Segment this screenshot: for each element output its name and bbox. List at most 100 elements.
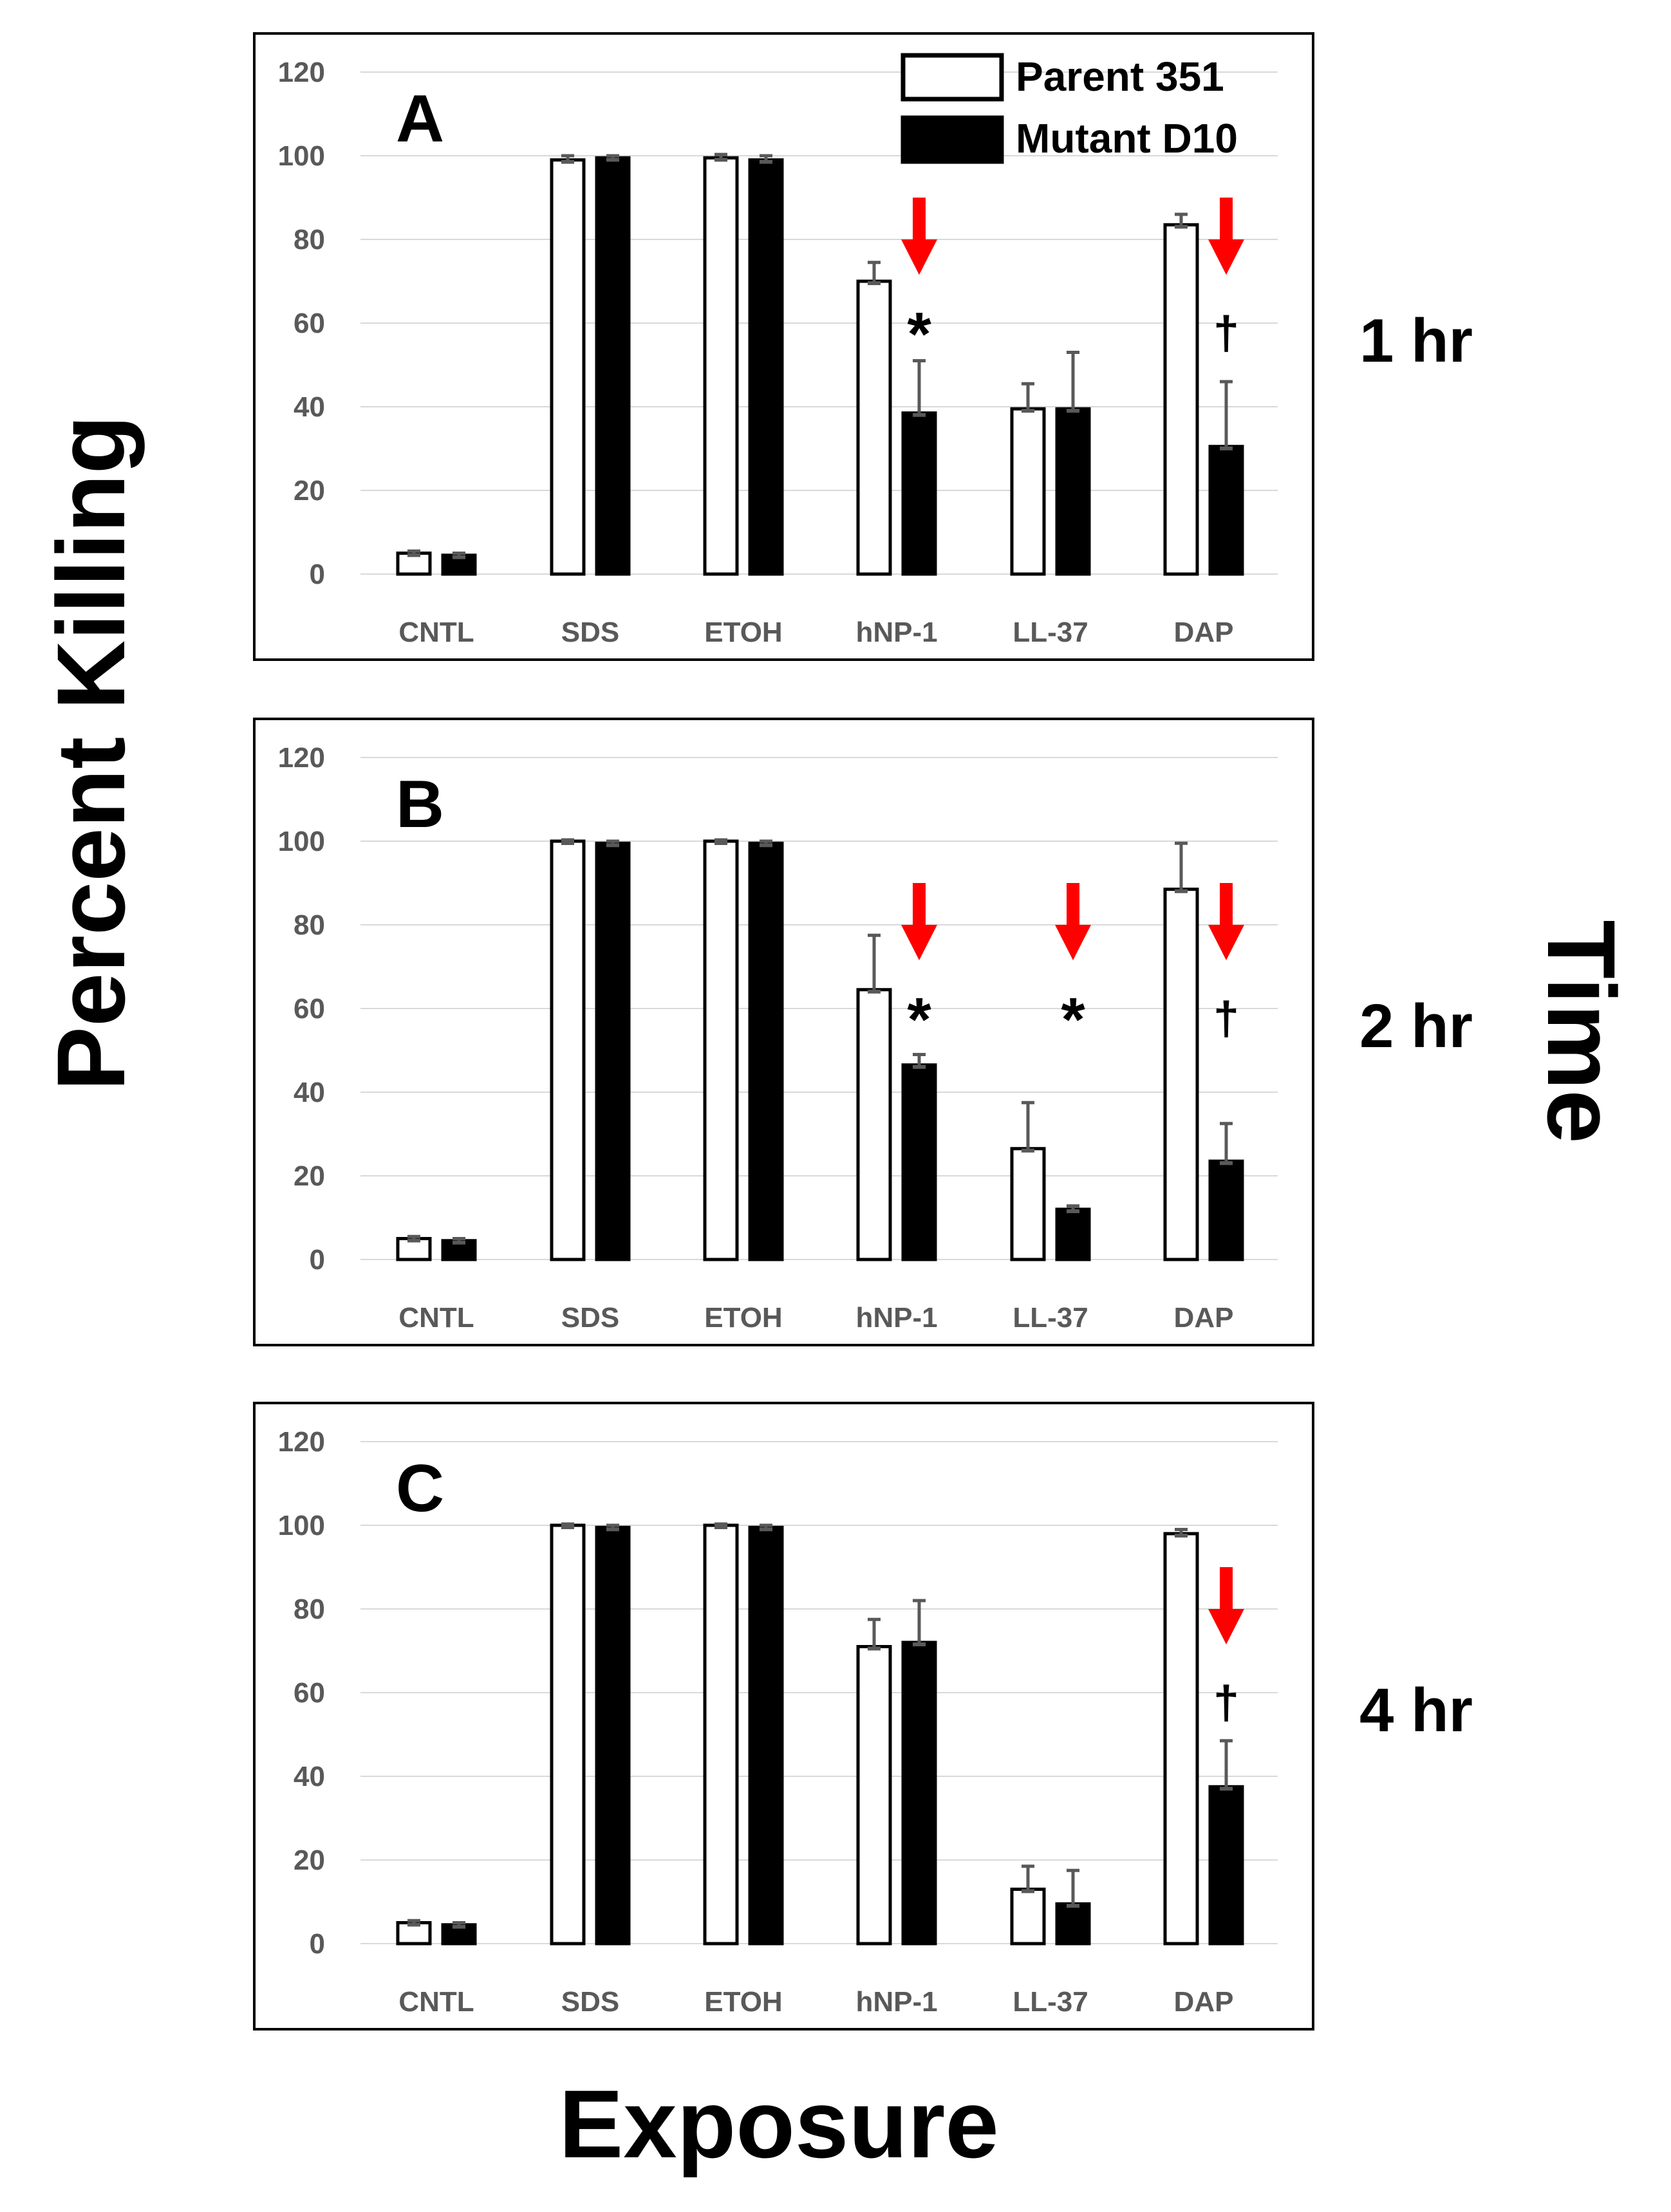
x-tick-label: CNTL xyxy=(398,617,474,648)
y-tick-label: 100 xyxy=(278,826,325,857)
red-arrow-icon xyxy=(1055,883,1091,960)
bar-mutant-d10 xyxy=(595,1525,631,1946)
bar-mutant-d10 xyxy=(441,553,477,576)
y-tick-label: 60 xyxy=(294,308,325,339)
bar-parent-351 xyxy=(856,1645,892,1946)
panel-letter: C xyxy=(396,1451,444,1526)
chart-frame xyxy=(253,718,1314,1346)
bar-parent-351 xyxy=(1163,888,1199,1261)
y-tick-label: 60 xyxy=(294,993,325,1025)
chart-panel-c: 0 20 40 60 80 100 120 CNTL SDS ETOH hNP-1 LL-37 DAP †… xyxy=(253,1402,1473,2031)
x-tick-label: SDS xyxy=(561,617,619,648)
x-tick-label: hNP-1 xyxy=(855,1986,937,2018)
bar-parent-351 xyxy=(1010,407,1046,576)
bar-mutant-d10 xyxy=(901,411,937,576)
red-arrow-icon xyxy=(1208,198,1244,275)
chart-panel-a: 0 20 40 60 80 100 120 CNTL SDS ETOH hNP-1 LL-37 DAP *… xyxy=(253,32,1473,661)
dagger-symbol: † xyxy=(1213,1677,1239,1729)
legend-parent-swatch xyxy=(901,53,1004,102)
x-tick-label: DAP xyxy=(1174,1986,1234,2018)
x-tick-label: CNTL xyxy=(398,1302,474,1334)
x-tick-label: hNP-1 xyxy=(855,617,937,648)
right-axis-label: Time xyxy=(1527,920,1636,1143)
bar-mutant-d10 xyxy=(1208,1785,1244,1946)
asterisk-symbol: * xyxy=(907,300,931,369)
x-tick-label: LL-37 xyxy=(1013,1986,1088,2018)
bar-parent-351 xyxy=(550,1523,586,1946)
y-tick-label: 120 xyxy=(278,57,325,88)
x-tick-label: ETOH xyxy=(704,617,782,648)
bar-parent-351 xyxy=(550,839,586,1261)
y-tick-label: 20 xyxy=(294,1160,325,1192)
chart-frame xyxy=(253,1402,1314,2031)
panel-letter: A xyxy=(396,82,444,156)
bar-parent-351 xyxy=(703,839,739,1261)
y-tick-label: 40 xyxy=(294,1761,325,1792)
x-tick-label: CNTL xyxy=(398,1986,474,2018)
bar-mutant-d10 xyxy=(595,841,631,1261)
y-tick-label: 80 xyxy=(294,909,325,941)
x-tick-label: SDS xyxy=(561,1302,619,1334)
red-arrow-icon xyxy=(901,198,937,275)
red-arrow-icon xyxy=(1208,883,1244,960)
bar-parent-351 xyxy=(703,156,739,576)
bar-parent-351 xyxy=(1010,1888,1046,1946)
bar-mutant-d10 xyxy=(1208,1159,1244,1261)
asterisk-symbol: * xyxy=(1061,985,1085,1054)
x-tick-label: DAP xyxy=(1174,1302,1234,1334)
legend: Parent 351 Mutant D10 xyxy=(901,53,1238,164)
bar-parent-351 xyxy=(550,158,586,576)
x-tick-label: LL-37 xyxy=(1013,1302,1088,1334)
y-tick-label: 120 xyxy=(278,1426,325,1458)
x-tick-label: ETOH xyxy=(704,1302,782,1334)
dagger-symbol: † xyxy=(1213,308,1239,359)
legend-mutant-label: Mutant D10 xyxy=(1016,115,1238,162)
y-tick-label: 100 xyxy=(278,1510,325,1541)
y-tick-label: 100 xyxy=(278,140,325,172)
asterisk-symbol: * xyxy=(907,985,931,1054)
bar-parent-351 xyxy=(703,1523,739,1946)
time-label: 4 hr xyxy=(1359,1676,1473,1745)
bar-parent-351 xyxy=(856,279,892,576)
x-tick-label: LL-37 xyxy=(1013,617,1088,648)
y-tick-label: 0 xyxy=(310,1928,325,1960)
y-axis-label: Percent Killing xyxy=(37,415,145,1091)
time-label: 2 hr xyxy=(1359,992,1473,1061)
bar-mutant-d10 xyxy=(748,841,784,1261)
bar-parent-351 xyxy=(1163,223,1199,576)
y-tick-label: 0 xyxy=(310,559,325,590)
y-tick-label: 80 xyxy=(294,1594,325,1625)
bar-parent-351 xyxy=(396,552,432,576)
y-tick-label: 60 xyxy=(294,1677,325,1709)
x-tick-label: hNP-1 xyxy=(855,1302,937,1334)
time-label: 1 hr xyxy=(1359,306,1473,375)
legend-parent-label: Parent 351 xyxy=(1016,53,1224,100)
y-tick-label: 20 xyxy=(294,1845,325,1876)
bar-mutant-d10 xyxy=(901,1640,937,1946)
bar-mutant-d10 xyxy=(748,1525,784,1946)
red-arrow-icon xyxy=(901,883,937,960)
bar-parent-351 xyxy=(1163,1532,1199,1946)
y-tick-label: 40 xyxy=(294,391,325,423)
dagger-symbol: † xyxy=(1213,993,1239,1045)
bar-mutant-d10 xyxy=(595,156,631,576)
bar-mutant-d10 xyxy=(1208,445,1244,576)
bar-parent-351 xyxy=(1010,1147,1046,1261)
bar-parent-351 xyxy=(396,1921,432,1946)
y-tick-label: 80 xyxy=(294,224,325,256)
chart-panel-b: 0 20 40 60 80 100 120 CNTL SDS ETOH hNP-1 LL-37 DAP *… xyxy=(253,718,1473,1346)
y-tick-label: 0 xyxy=(310,1244,325,1276)
red-arrow-icon xyxy=(1208,1567,1244,1644)
panel-letter: B xyxy=(396,767,444,842)
x-axis-label: Exposure xyxy=(559,2070,999,2178)
bar-parent-351 xyxy=(856,988,892,1261)
bar-mutant-d10 xyxy=(1055,407,1091,576)
bar-mutant-d10 xyxy=(1055,1207,1091,1261)
x-tick-label: SDS xyxy=(561,1986,619,2018)
y-tick-label: 20 xyxy=(294,475,325,507)
bar-mutant-d10 xyxy=(1055,1902,1091,1946)
bar-mutant-d10 xyxy=(748,158,784,576)
x-tick-label: ETOH xyxy=(704,1986,782,2018)
x-tick-label: DAP xyxy=(1174,617,1234,648)
bar-mutant-d10 xyxy=(901,1063,937,1261)
